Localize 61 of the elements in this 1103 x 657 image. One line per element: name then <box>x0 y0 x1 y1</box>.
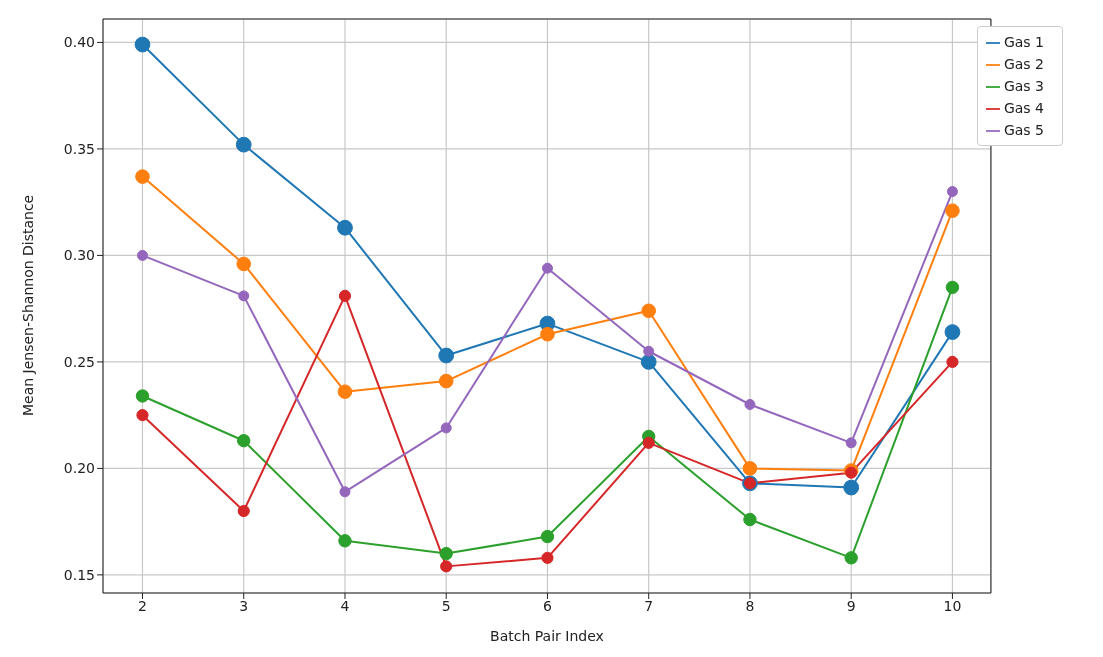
point <box>845 437 857 449</box>
x-tick-label: 8 <box>745 597 755 614</box>
x-tick-label: 9 <box>846 597 856 614</box>
point <box>945 203 960 218</box>
y-tick-label: 0.15 <box>63 566 95 583</box>
point <box>844 551 858 565</box>
point <box>641 303 656 319</box>
point <box>946 186 958 198</box>
x-tick-label: 6 <box>543 597 552 614</box>
point <box>238 290 250 302</box>
y-tick-label: 0.30 <box>63 247 95 264</box>
point <box>440 422 452 434</box>
point <box>338 534 352 548</box>
point <box>134 36 151 53</box>
point <box>135 169 150 184</box>
point <box>945 280 960 295</box>
legend-label: Gas 5 <box>1003 122 1044 138</box>
point <box>643 345 655 357</box>
point <box>946 355 959 369</box>
point <box>438 373 454 389</box>
y-tick-label: 0.35 <box>63 140 95 157</box>
point <box>136 409 149 422</box>
legend-label: Gas 4 <box>1003 100 1044 116</box>
point <box>743 512 757 527</box>
point <box>237 434 251 448</box>
x-axis-title: Batch Pair Index <box>490 628 604 644</box>
point <box>337 219 353 236</box>
point <box>744 399 756 411</box>
y-tick-label: 0.40 <box>63 34 95 51</box>
point <box>237 504 250 518</box>
point <box>541 551 554 564</box>
legend-label: Gas 3 <box>1003 78 1044 94</box>
legend-label: Gas 1 <box>1003 34 1044 50</box>
point <box>640 354 657 370</box>
point <box>136 249 148 261</box>
point <box>540 326 555 342</box>
legend-label: Gas 2 <box>1003 56 1044 72</box>
point <box>236 256 252 272</box>
point <box>742 461 758 476</box>
x-tick-label: 10 <box>943 597 962 614</box>
y-axis-title: Mean Jensen-Shannon Distance <box>19 194 36 416</box>
point <box>440 560 453 573</box>
x-tick-label: 4 <box>340 597 350 614</box>
x-tick-label: 2 <box>138 597 147 614</box>
point <box>438 347 455 364</box>
x-tick-label: 5 <box>441 597 451 614</box>
point <box>339 486 351 498</box>
point <box>235 136 252 153</box>
point <box>944 324 961 340</box>
point <box>843 479 860 496</box>
x-tick-label: 3 <box>239 597 249 614</box>
x-tick-label: 7 <box>644 597 654 614</box>
point <box>337 384 353 400</box>
point <box>135 389 150 403</box>
point <box>338 289 352 302</box>
point <box>541 262 553 274</box>
y-tick-label: 0.25 <box>63 353 95 370</box>
point <box>642 436 655 449</box>
y-tick-label: 0.20 <box>63 460 95 477</box>
point <box>439 546 453 561</box>
point <box>540 529 555 544</box>
